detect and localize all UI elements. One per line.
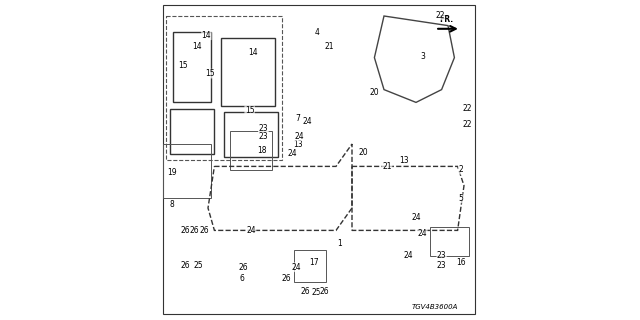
Text: 22: 22 [463, 120, 472, 129]
Text: 26: 26 [282, 274, 291, 283]
Text: 26: 26 [189, 226, 200, 235]
Text: 4: 4 [314, 28, 319, 36]
Text: 26: 26 [238, 263, 248, 272]
Text: 26: 26 [180, 226, 190, 235]
Text: 1: 1 [337, 239, 342, 248]
Text: 26: 26 [301, 287, 310, 296]
Text: 23: 23 [259, 124, 268, 132]
Text: 25: 25 [193, 261, 204, 270]
Bar [294, 250, 326, 282]
Text: 19: 19 [167, 168, 177, 177]
Text: 21: 21 [325, 42, 334, 51]
Text: 23: 23 [259, 132, 268, 140]
Text: 7: 7 [295, 114, 300, 123]
Text: 13: 13 [399, 156, 409, 164]
Text: 14: 14 [192, 42, 202, 51]
Text: 24: 24 [403, 252, 413, 260]
Text: 23: 23 [436, 261, 447, 270]
Text: TGV4B3600A: TGV4B3600A [412, 304, 458, 310]
Text: 15: 15 [244, 106, 255, 115]
Text: FR.: FR. [439, 15, 454, 24]
Text: 24: 24 [288, 149, 298, 158]
Text: 2: 2 [458, 165, 463, 174]
Bar [430, 227, 468, 256]
Text: 16: 16 [456, 258, 466, 267]
Text: 26: 26 [180, 261, 190, 270]
Text: 14: 14 [248, 48, 258, 57]
Text: 24: 24 [302, 117, 312, 126]
Text: 17: 17 [308, 258, 319, 267]
Text: 21: 21 [383, 162, 392, 171]
Text: 24: 24 [417, 229, 428, 238]
Text: 26: 26 [320, 287, 330, 296]
Text: 24: 24 [246, 226, 256, 235]
Text: 22: 22 [463, 104, 472, 113]
Text: 25: 25 [312, 288, 322, 297]
Text: 5: 5 [458, 194, 463, 203]
Bar [163, 144, 211, 198]
Text: 13: 13 [292, 140, 303, 148]
Text: 20: 20 [369, 88, 380, 97]
Text: 24: 24 [294, 132, 304, 140]
Text: 20: 20 [358, 148, 368, 156]
Text: 26: 26 [199, 226, 209, 235]
Text: 23: 23 [436, 252, 447, 260]
Text: 15: 15 [205, 69, 215, 78]
Text: 8: 8 [170, 200, 175, 209]
Text: 15: 15 [178, 61, 188, 70]
Text: 6: 6 [239, 274, 244, 283]
Text: 24: 24 [411, 213, 421, 222]
Text: 22: 22 [435, 11, 445, 20]
Text: 14: 14 [202, 31, 211, 40]
Text: 18: 18 [257, 146, 266, 155]
Bar [230, 131, 272, 170]
Text: 3: 3 [420, 52, 425, 60]
Text: 24: 24 [291, 263, 301, 272]
